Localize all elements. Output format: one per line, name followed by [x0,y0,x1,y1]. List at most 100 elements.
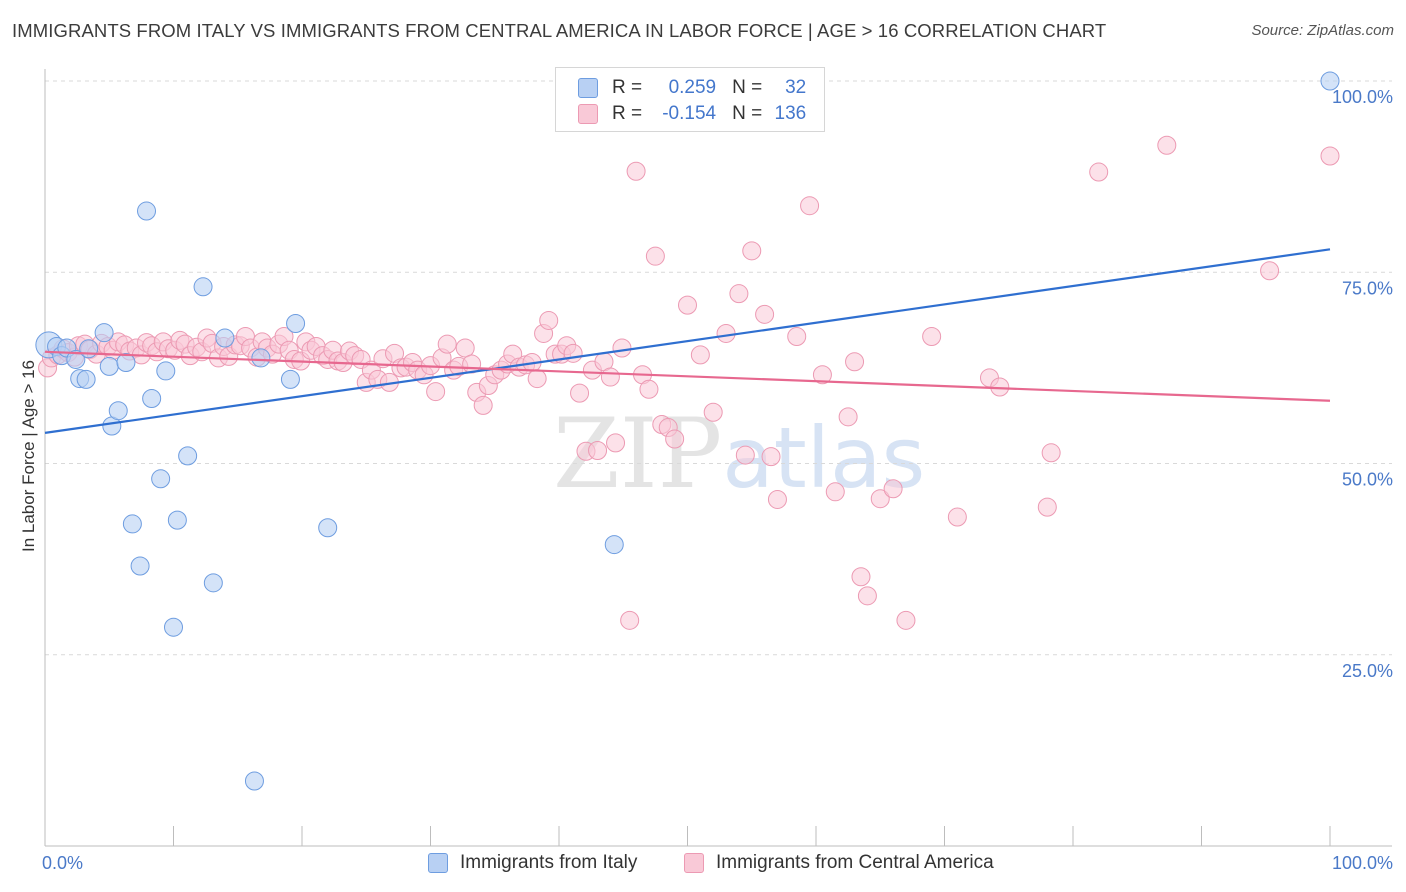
series-legend: Immigrants from Italy Immigrants from Ce… [0,852,1406,878]
central-america-point [716,323,736,343]
italy-point [122,514,142,534]
italy-point [193,277,213,297]
central-america-point [563,343,583,363]
italy-points [35,71,1340,791]
y-tick-label: 25.0% [1342,661,1393,681]
central-america-point [755,304,775,324]
central-america-point [922,327,942,347]
central-america-point [1260,261,1280,281]
central-america-point [703,402,723,422]
central-america-point [690,345,710,365]
legend-r-label: R = [612,103,643,124]
italy-trend-line [44,248,1331,434]
italy-point [76,369,96,389]
series-label-italy: Immigrants from Italy [460,852,638,873]
central-america-point [539,310,559,330]
x-tick-label: 100.0% [1332,853,1393,873]
italy-point [604,535,624,555]
italy-point [1320,71,1340,91]
central-america-point [620,610,640,630]
central-america-point [588,440,608,460]
italy-point [244,771,264,791]
central-america-point [800,196,820,216]
central-america-point [767,489,787,509]
central-america-point [761,447,781,467]
central-america-point [870,489,890,509]
italy-point [178,446,198,466]
central-america-point [896,610,916,630]
grid-lines [45,80,1392,656]
legend-r-value: 0.259 [668,77,717,98]
x-axis-ticks [173,826,1331,846]
y-axis-tick-labels: 25.0% 50.0% 75.0% 100.0% [1332,87,1393,681]
series-legend-central-america: Immigrants from Central America [684,852,994,874]
italy-point [167,510,187,530]
central-america-point [570,383,590,403]
italy-point [130,556,150,576]
italy-point [156,361,176,381]
legend-swatch-central-america [578,104,598,124]
chart-title: IMMIGRANTS FROM ITALY VS IMMIGRANTS FROM… [12,20,1107,41]
central-america-point [1041,443,1061,463]
y-tick-label: 50.0% [1342,470,1393,490]
axes [44,69,1392,847]
legend-n-label: N = [732,103,763,124]
central-america-points [38,135,1340,630]
central-america-point [626,161,646,181]
x-axis-tick-labels: 0.0% 100.0% [42,853,1393,873]
italy-point [94,323,114,343]
central-america-point [606,433,626,453]
legend-swatch-italy [578,78,598,98]
italy-point [164,617,183,637]
central-america-point [473,395,493,415]
italy-point [99,356,119,376]
central-america-point [678,295,697,315]
correlation-legend: R = 0.259 N = 32 R = -0.154 N = 136 [555,67,825,132]
trend-lines [44,248,1331,434]
italy-point [286,314,306,334]
central-america-point [729,284,749,304]
central-america-point [883,479,903,499]
italy-point [280,369,300,389]
central-america-point [455,338,475,358]
central-america-point [825,482,845,502]
central-america-point [612,338,632,358]
italy-point [251,348,271,368]
italy-point [66,349,86,369]
y-tick-label: 100.0% [1332,87,1393,107]
y-tick-label: 75.0% [1342,278,1393,298]
italy-point [151,469,171,489]
central-america-point [857,586,877,606]
central-america-point [812,365,832,385]
central-america-trend-line [44,350,1331,402]
italy-point [137,201,157,221]
series-label-central-america: Immigrants from Central America [716,852,994,873]
central-america-point [645,246,665,266]
central-america-point [851,567,871,587]
y-axis-title: In Labor Force | Age > 16 [19,360,38,552]
italy-point [203,573,223,593]
italy-point [215,328,235,348]
italy-point [79,339,99,359]
legend-n-label: N = [732,77,763,98]
x-tick-label: 0.0% [42,853,83,873]
central-america-point [838,407,858,427]
central-america-point [1320,146,1340,166]
legend-r-value: -0.154 [662,103,717,124]
central-america-point [1089,162,1109,182]
italy-point [116,353,136,373]
central-america-point [600,367,620,387]
series-swatch-italy [428,853,448,873]
central-america-point [437,334,457,354]
central-america-point [845,352,865,372]
legend-n-value: 136 [774,103,807,124]
central-america-point [787,327,807,347]
central-america-point [1157,135,1177,155]
central-america-point [639,379,659,399]
legend-row-central-america: R = -0.154 N = 136 [578,102,806,126]
central-america-point [947,507,967,527]
legend-row-italy: R = 0.259 N = 32 [578,76,806,100]
source-credit: Source: ZipAtlas.com [1251,22,1394,39]
series-swatch-central-america [684,853,704,873]
central-america-point [527,369,547,389]
